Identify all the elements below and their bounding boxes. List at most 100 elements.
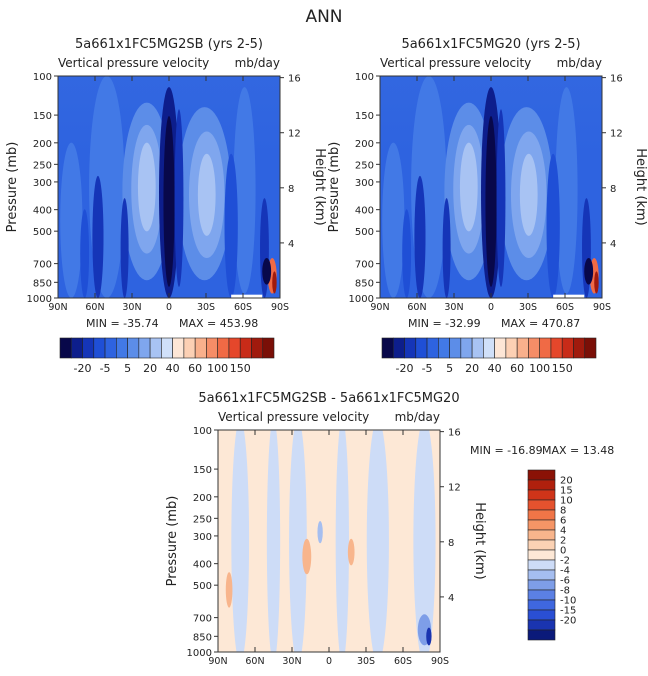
y-tick-label: 250 xyxy=(355,160,374,171)
y-tick-label: 250 xyxy=(193,514,212,525)
colorbar-swatch xyxy=(116,337,128,359)
panel-3-plot xyxy=(218,430,440,652)
topography xyxy=(231,294,263,298)
y-tick-label: 1000 xyxy=(187,648,212,659)
colorbar-swatch xyxy=(415,337,428,359)
colorbar-swatch xyxy=(527,599,556,611)
x-tick-label: 60S xyxy=(394,656,412,667)
colorbar-swatch xyxy=(516,337,529,359)
panel-1: 5a661x1FC5MG2SB (yrs 2-5) Vertical press… xyxy=(5,37,327,375)
colorbar-swatch xyxy=(471,337,484,359)
colorbar-swatch xyxy=(262,337,275,359)
colorbar-swatch xyxy=(59,337,72,359)
panel-1-title: 5a661x1FC5MG2SB (yrs 2-5) xyxy=(75,37,263,52)
colorbar-label: 100 xyxy=(529,362,550,375)
x-tick-label: 30N xyxy=(444,302,463,313)
y-tick-label: 200 xyxy=(193,493,212,504)
panel-1-max: MAX = 453.98 xyxy=(179,317,258,330)
x-tick-label: 30S xyxy=(357,656,375,667)
colorbar-swatch xyxy=(127,337,140,359)
colorbar-label: -2 xyxy=(560,556,570,567)
y-tick-label: 850 xyxy=(193,632,212,643)
x-tick-label: 90S xyxy=(593,302,611,313)
colorbar-swatch xyxy=(183,337,196,359)
colorbar-swatch xyxy=(404,337,417,359)
colorbar-swatch xyxy=(561,337,574,359)
colorbar-label: 40 xyxy=(166,362,180,375)
polar-plume xyxy=(262,258,272,285)
colorbar-label: -20 xyxy=(560,616,576,627)
field-band xyxy=(414,175,426,298)
field-band xyxy=(382,142,405,298)
y-tick-label: 500 xyxy=(33,227,52,238)
colorbar-swatch xyxy=(381,337,394,359)
colorbar-label: 60 xyxy=(188,362,202,375)
y-right-tick-label: 12 xyxy=(610,129,623,140)
y-tick-label: 300 xyxy=(33,178,52,189)
y-right-tick-label: 4 xyxy=(610,239,616,250)
colorbar-swatch xyxy=(483,337,495,359)
colorbar-swatch xyxy=(104,337,117,359)
panel-1-plot xyxy=(58,76,280,298)
colorbar-swatch xyxy=(528,337,540,359)
colorbar-swatch xyxy=(251,337,264,359)
colorbar-label: 100 xyxy=(207,362,228,375)
colorbar-swatch xyxy=(573,337,586,359)
colorbar-label: -4 xyxy=(560,566,570,577)
polar-plume xyxy=(272,271,277,294)
y-right-tick-label: 8 xyxy=(610,184,616,195)
panel-2: 5a661x1FC5MG20 (yrs 2-5) Vertical pressu… xyxy=(327,37,648,375)
topography xyxy=(553,294,585,298)
colorbar-label: -6 xyxy=(560,576,570,587)
colorbar-label: 10 xyxy=(560,496,573,507)
y-tick-label: 300 xyxy=(355,178,374,189)
colorbar-swatch xyxy=(494,337,507,359)
colorbar-swatch xyxy=(449,337,462,359)
colorbar-label: -5 xyxy=(422,362,433,375)
colorbar-label: 40 xyxy=(488,362,502,375)
y-tick-label: 100 xyxy=(355,72,374,83)
x-tick-label: 0 xyxy=(326,656,332,667)
field-band xyxy=(197,153,216,236)
x-tick-label: 60N xyxy=(407,302,426,313)
x-tick-label: 30N xyxy=(282,656,301,667)
colorbar-label: -20 xyxy=(396,362,414,375)
colorbar-swatch xyxy=(149,337,162,359)
colorbar-swatch xyxy=(527,609,556,621)
field-blob xyxy=(225,572,233,608)
x-tick-label: 60N xyxy=(245,656,264,667)
panel-2-colorbar: -20 -5 5 20 40 60 100 150 xyxy=(381,337,597,375)
field-band xyxy=(402,209,412,298)
colorbar-label: 5 xyxy=(446,362,453,375)
field-band xyxy=(335,430,349,652)
colorbar-label: 150 xyxy=(552,362,573,375)
polar-plume xyxy=(584,258,594,285)
panel-3-ylabel-right: Height (km) xyxy=(472,502,487,579)
y-right-tick-label: 8 xyxy=(448,538,454,549)
field-band xyxy=(485,115,497,287)
y-right-tick-label: 16 xyxy=(288,74,301,85)
colorbar-swatch xyxy=(438,337,450,359)
colorbar-swatch xyxy=(194,337,207,359)
colorbar-swatch xyxy=(161,337,173,359)
panel-2-ylabel-right: Height (km) xyxy=(633,148,648,225)
field-band xyxy=(137,142,156,232)
colorbar-swatch xyxy=(527,569,556,581)
x-tick-label: 60S xyxy=(556,302,574,313)
y-right-tick-label: 12 xyxy=(288,129,301,140)
field-band xyxy=(413,430,436,652)
colorbar-swatch xyxy=(584,337,597,359)
y-tick-label: 150 xyxy=(355,111,374,122)
y-tick-label: 200 xyxy=(355,139,374,150)
colorbar-swatch xyxy=(539,337,552,359)
y-right-tick-label: 4 xyxy=(288,239,294,250)
field-blob xyxy=(347,538,355,566)
colorbar-swatch xyxy=(172,337,185,359)
x-tick-label: 30S xyxy=(197,302,215,313)
panel-3-min: MIN = -16.89 xyxy=(470,444,543,457)
field-band xyxy=(163,115,175,287)
colorbar-swatch xyxy=(138,337,151,359)
colorbar-label: 20 xyxy=(465,362,479,375)
colorbar-swatch xyxy=(527,489,556,501)
